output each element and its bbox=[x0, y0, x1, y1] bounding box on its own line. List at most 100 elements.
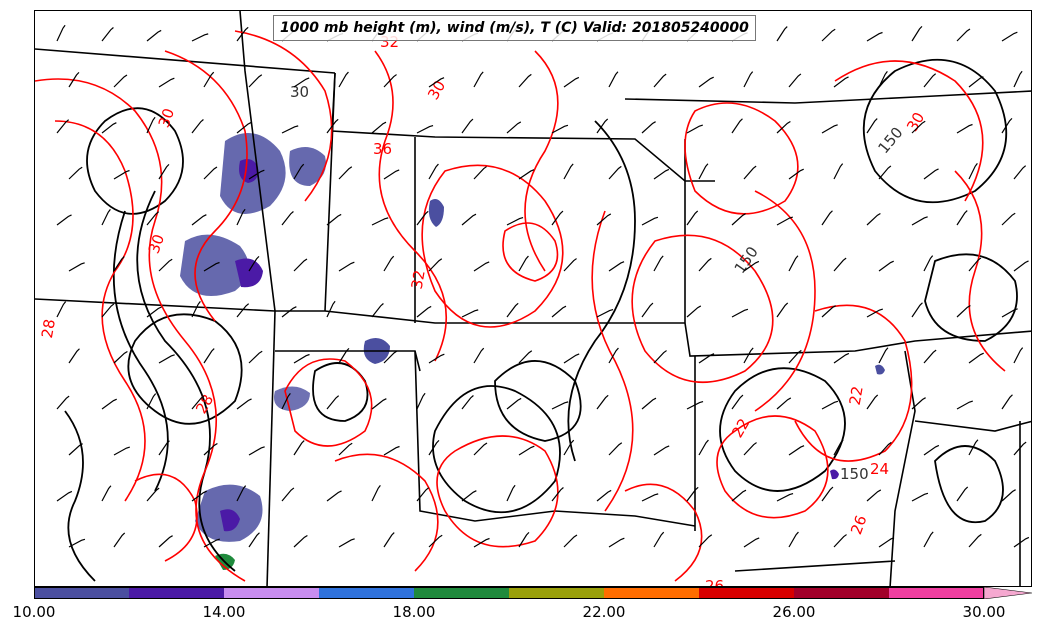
wind-barb bbox=[371, 398, 387, 410]
height-contours bbox=[64, 58, 1018, 582]
wind-barb bbox=[158, 440, 170, 456]
wind-barb bbox=[686, 486, 699, 502]
wind-barb bbox=[236, 121, 252, 134]
wind-barb bbox=[203, 348, 215, 364]
wind-barb bbox=[248, 350, 263, 364]
wind-barb bbox=[203, 166, 218, 180]
wind-barb bbox=[923, 255, 934, 272]
wind-barb bbox=[596, 394, 609, 410]
wind-barb bbox=[281, 306, 297, 318]
temperature-label: 28 bbox=[38, 318, 59, 340]
wind-barb bbox=[371, 217, 389, 226]
height-label: 150 bbox=[874, 124, 906, 158]
wind-barb bbox=[203, 538, 220, 548]
wind-barb bbox=[56, 119, 70, 134]
wind-barb bbox=[956, 28, 971, 42]
wind-barb bbox=[146, 29, 162, 42]
colorbar-tick-label: 18.00 bbox=[392, 603, 436, 621]
wind-barb bbox=[563, 439, 575, 456]
wind-barb bbox=[1001, 308, 1018, 318]
wind-barb bbox=[788, 531, 799, 548]
colorbar-swatch bbox=[509, 587, 604, 599]
wind-barb bbox=[506, 484, 516, 502]
wind-barb bbox=[833, 257, 847, 272]
wind-barb bbox=[551, 124, 569, 134]
wind-barb bbox=[338, 261, 355, 272]
wind-barb bbox=[203, 442, 218, 456]
wind-barb bbox=[158, 77, 175, 88]
wind-barb bbox=[608, 71, 619, 88]
wind-barb bbox=[428, 163, 439, 180]
wind-barb bbox=[653, 73, 667, 88]
colorbar-swatch bbox=[224, 587, 319, 599]
wind-barb bbox=[113, 256, 125, 272]
wind-barb bbox=[596, 213, 612, 226]
wind-barb bbox=[956, 304, 971, 318]
wind-barb bbox=[326, 395, 340, 410]
wind-barb bbox=[338, 71, 349, 88]
wind-barb bbox=[911, 492, 929, 502]
height-label: 30 bbox=[290, 83, 309, 101]
wind-barb bbox=[428, 439, 440, 456]
wind-barb bbox=[518, 255, 529, 272]
wind-barbs bbox=[56, 24, 1030, 548]
wind-barb bbox=[641, 397, 657, 410]
wind-barb bbox=[428, 258, 443, 272]
wind-barb bbox=[956, 210, 968, 226]
wind-barb bbox=[563, 353, 580, 364]
wind-barb bbox=[686, 210, 699, 226]
wind-barb bbox=[326, 213, 342, 226]
wind-barb bbox=[416, 487, 430, 502]
wind-barb bbox=[158, 535, 173, 548]
wind-barb bbox=[641, 216, 659, 226]
wind-barb bbox=[968, 163, 978, 180]
wind-barb bbox=[596, 489, 612, 502]
wind-barb bbox=[551, 401, 569, 410]
wind-barb bbox=[101, 303, 115, 318]
colorbar-swatch bbox=[319, 587, 414, 599]
wind-barb bbox=[833, 534, 847, 548]
wind-barb bbox=[866, 489, 882, 502]
wind-barb bbox=[866, 308, 883, 318]
wind-barb bbox=[968, 439, 979, 456]
wind-barb bbox=[248, 532, 260, 548]
wind-barb bbox=[236, 398, 252, 410]
wind-barb bbox=[473, 71, 484, 88]
wind-barb bbox=[371, 485, 381, 502]
wind-barb bbox=[743, 537, 760, 548]
wind-barb bbox=[911, 397, 926, 410]
wind-barb bbox=[68, 443, 83, 456]
wind-barb bbox=[878, 347, 889, 364]
wind-barb bbox=[338, 538, 355, 548]
wind-barb bbox=[416, 305, 432, 318]
wind-barb bbox=[1001, 117, 1013, 134]
wind-barb bbox=[608, 261, 625, 272]
wind-barb bbox=[833, 163, 844, 180]
wind-barb bbox=[146, 116, 156, 134]
wind-barb bbox=[236, 303, 250, 318]
wind-barb bbox=[281, 487, 295, 502]
wind-barb bbox=[191, 395, 205, 410]
wind-barb bbox=[641, 121, 656, 134]
wind-barb bbox=[326, 300, 336, 318]
wind-barb bbox=[821, 305, 836, 318]
wind-barb bbox=[506, 121, 522, 134]
wind-barb bbox=[563, 534, 578, 548]
wind-barb bbox=[1013, 70, 1023, 88]
wind-barb bbox=[641, 493, 659, 502]
wind-barb bbox=[158, 354, 175, 364]
wind-barb bbox=[788, 349, 802, 364]
wind-barb bbox=[101, 209, 111, 226]
wind-barb bbox=[923, 531, 934, 548]
temperature-label: 22 bbox=[846, 385, 867, 407]
wind-barb bbox=[968, 352, 984, 364]
wind-barb bbox=[866, 31, 883, 42]
wind-barb bbox=[428, 534, 443, 548]
wind-barb bbox=[158, 258, 173, 272]
wind-barb bbox=[293, 258, 308, 272]
wind-barb bbox=[641, 302, 654, 318]
wind-barb bbox=[68, 348, 80, 364]
wind-barb bbox=[563, 163, 574, 180]
wind-barb bbox=[698, 257, 712, 272]
wind-barb bbox=[113, 169, 130, 180]
